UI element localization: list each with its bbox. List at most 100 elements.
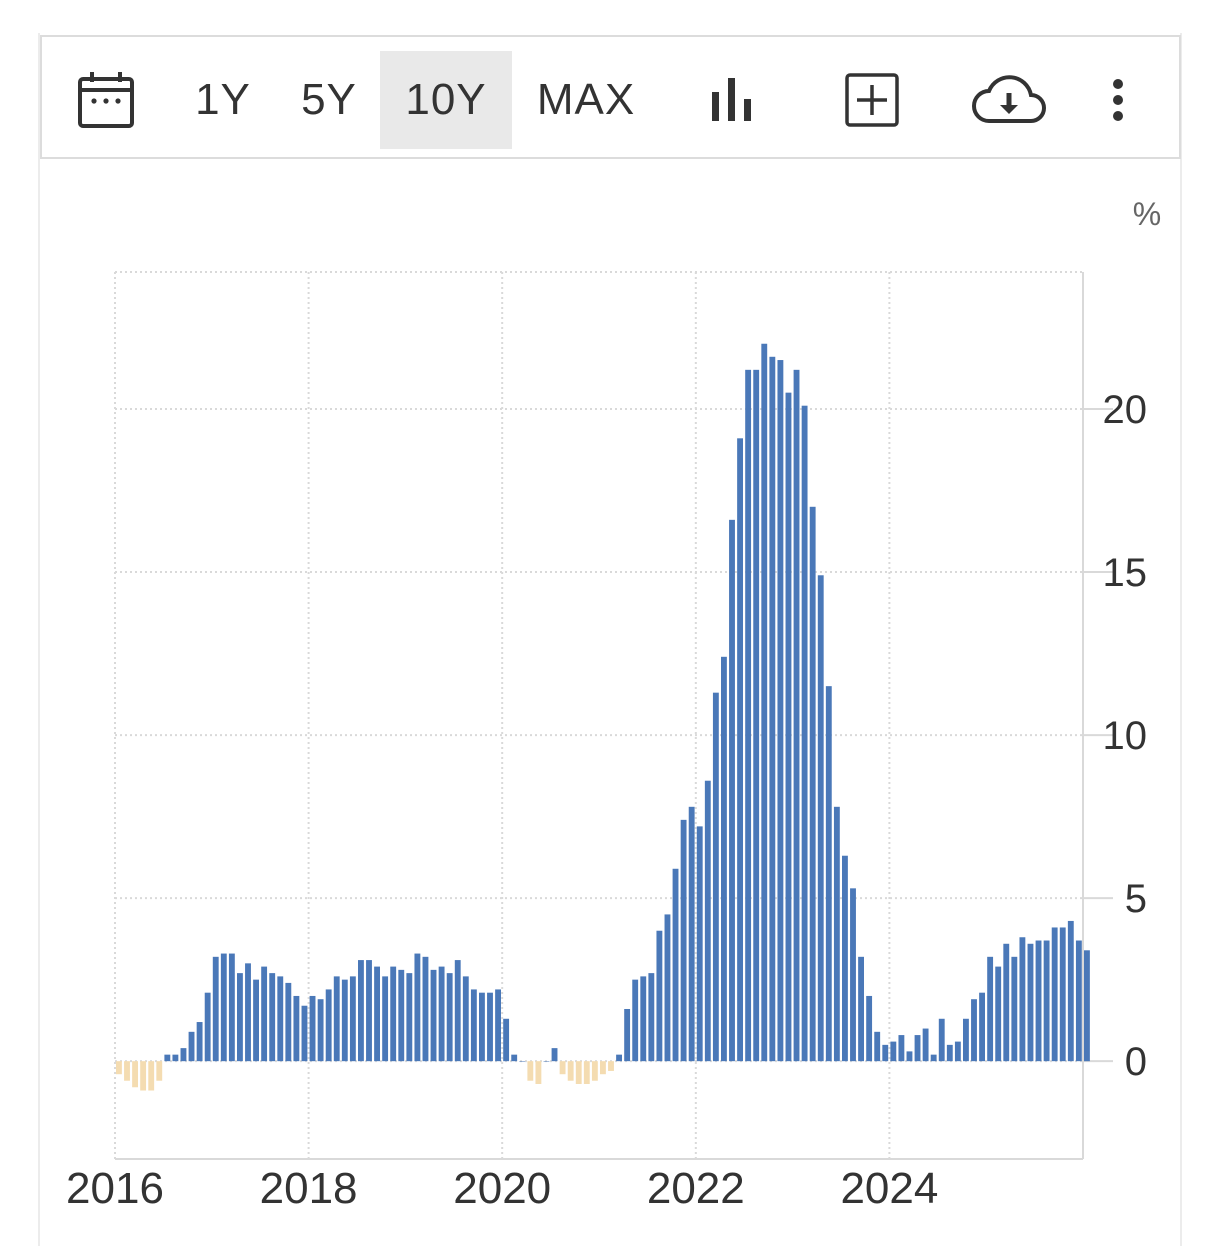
bar <box>753 369 760 1062</box>
bar <box>1067 920 1074 1062</box>
bar <box>269 973 276 1062</box>
range-10y-button[interactable]: 10Y <box>380 51 512 149</box>
bar <box>156 1061 163 1081</box>
bar <box>1027 943 1034 1062</box>
bar <box>1011 956 1018 1062</box>
bar <box>858 956 864 1062</box>
bar <box>470 989 477 1062</box>
bar <box>971 999 977 1062</box>
x-tick-label: 2016 <box>66 1164 164 1213</box>
bar <box>664 914 671 1062</box>
bar <box>285 982 292 1062</box>
bar <box>979 992 985 1062</box>
bar <box>261 966 268 1062</box>
bar <box>366 960 372 1062</box>
bar <box>188 1031 195 1062</box>
bar <box>430 969 437 1062</box>
bar <box>293 995 300 1062</box>
bar <box>358 960 364 1062</box>
bar <box>543 1061 550 1062</box>
bar <box>228 953 235 1062</box>
bar <box>212 956 219 1062</box>
bar <box>551 1048 558 1062</box>
bar <box>672 868 679 1062</box>
add-box-icon[interactable] <box>832 51 912 149</box>
bar <box>914 1035 921 1062</box>
bar <box>963 1018 969 1062</box>
bar <box>180 1048 187 1062</box>
bar <box>833 806 840 1062</box>
bar <box>519 1061 526 1062</box>
bar <box>301 1005 308 1062</box>
bar <box>116 1061 122 1075</box>
bar <box>487 992 493 1062</box>
bar <box>527 1061 534 1081</box>
bar <box>995 966 1002 1062</box>
bar <box>850 888 856 1062</box>
bar <box>253 979 259 1062</box>
bar <box>721 656 727 1062</box>
bar <box>825 686 832 1062</box>
bar <box>422 956 429 1062</box>
bar <box>1059 927 1066 1062</box>
bar <box>987 956 994 1062</box>
bar <box>1035 940 1042 1062</box>
bar <box>438 966 445 1062</box>
y-tick-label: 20 <box>1103 388 1148 432</box>
bar <box>414 953 421 1062</box>
range-5y-button[interactable]: 5Y <box>301 75 357 124</box>
bar <box>688 806 695 1062</box>
range-max-button[interactable]: MAX <box>536 75 636 124</box>
more-vertical-icon[interactable] <box>1098 51 1138 149</box>
chart-widget-frame <box>38 33 1182 1246</box>
bar <box>704 780 711 1062</box>
y-tick-label: 15 <box>1103 551 1148 595</box>
bar <box>511 1054 518 1062</box>
bar <box>1084 950 1090 1062</box>
bar <box>535 1061 542 1084</box>
range-1y-button[interactable]: 1Y <box>195 75 251 124</box>
cloud-download-icon[interactable] <box>967 51 1051 149</box>
bar <box>237 973 243 1062</box>
bar <box>406 973 413 1062</box>
bar <box>922 1028 929 1062</box>
bar <box>745 369 752 1062</box>
bar <box>938 1018 945 1062</box>
bar <box>785 392 792 1062</box>
bar <box>680 819 687 1062</box>
bar <box>220 953 227 1062</box>
bar <box>317 999 324 1062</box>
calendar-icon[interactable] <box>70 51 142 149</box>
bar <box>341 979 348 1062</box>
bar <box>769 356 776 1062</box>
bar <box>616 1054 622 1062</box>
bar <box>567 1061 574 1081</box>
bar <box>1019 937 1026 1062</box>
bar <box>172 1054 179 1062</box>
chart-toolbar: 1Y 5Y 10Y MAX <box>40 35 1181 159</box>
bar <box>479 992 485 1062</box>
bar <box>946 1044 953 1062</box>
bar <box>890 1041 897 1062</box>
y-tick-label: 5 <box>1125 877 1147 921</box>
bar <box>1075 940 1082 1062</box>
bar <box>906 1051 913 1062</box>
bar <box>495 989 501 1062</box>
bar <box>277 976 284 1062</box>
y-tick-label: 0 <box>1125 1040 1147 1084</box>
bar <box>1043 940 1050 1062</box>
bar <box>382 976 389 1062</box>
bar-chart-icon[interactable] <box>692 51 772 149</box>
bar <box>866 995 873 1062</box>
bar <box>462 976 469 1062</box>
bar <box>817 575 824 1062</box>
bar <box>600 1061 606 1075</box>
y-tick-label: 10 <box>1103 714 1148 758</box>
bar <box>793 369 800 1062</box>
bar <box>801 405 808 1062</box>
bar <box>374 966 380 1062</box>
bar <box>454 960 461 1062</box>
bar <box>583 1061 590 1084</box>
bar <box>656 930 663 1062</box>
